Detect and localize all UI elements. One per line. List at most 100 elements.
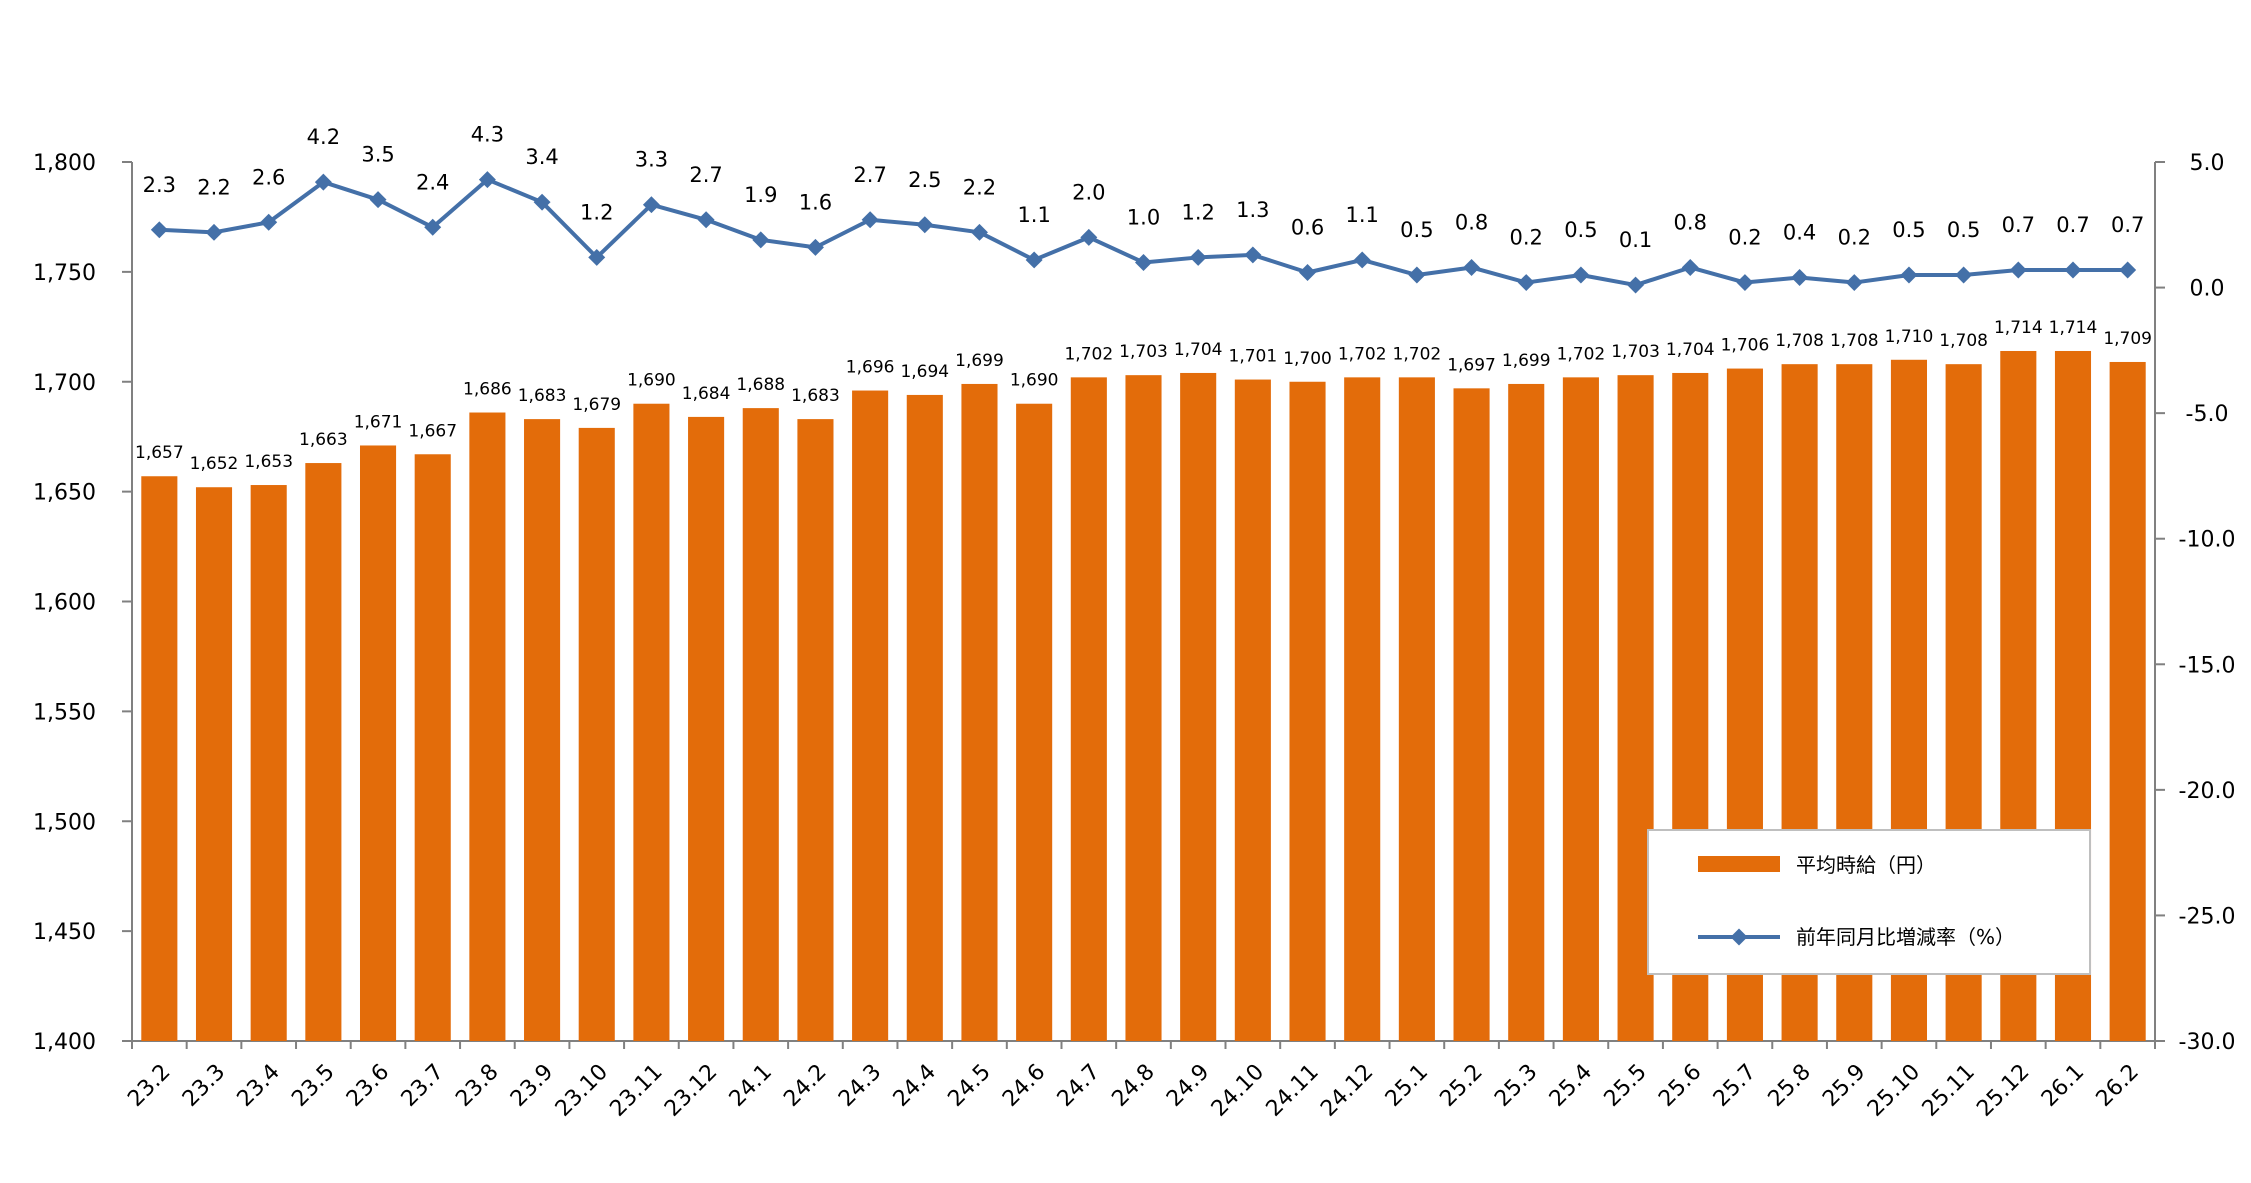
bar [195, 487, 233, 1042]
line-data-label: 1.1 [1017, 203, 1050, 227]
x-tick-label: 25.11 [1918, 1060, 1980, 1122]
line-data-label: 0.4 [1783, 221, 1816, 245]
bar-data-label: 1,694 [900, 362, 949, 382]
line-data-label: 2.3 [143, 173, 176, 197]
x-tick-label: 25.3 [1490, 1060, 1542, 1112]
y-right-tick-label: -30.0 [2179, 1030, 2236, 1055]
x-tick-label: 25.5 [1600, 1060, 1652, 1112]
y-left-tick-label: 1,450 [33, 920, 96, 945]
x-tick-label: 23.5 [287, 1060, 339, 1112]
bar-data-label: 1,697 [1447, 355, 1496, 375]
line-point-marker [478, 171, 496, 189]
bar-data-label: 1,683 [518, 386, 567, 406]
bar-data-label: 1,699 [1502, 351, 1551, 371]
x-tick-label: 25.10 [1863, 1060, 1925, 1122]
bar-data-label: 1,700 [1283, 349, 1332, 369]
bar-data-label: 1,714 [1994, 318, 2043, 338]
x-tick-label: 23.4 [233, 1060, 285, 1112]
line-data-label: 1.0 [1127, 205, 1160, 229]
line-point-marker [150, 221, 168, 239]
line-point-marker [533, 193, 551, 211]
line-data-label: 0.8 [1455, 210, 1488, 234]
bar-data-label: 1,703 [1611, 342, 1660, 362]
bar [852, 390, 889, 1041]
x-tick-label: 24.4 [889, 1060, 941, 1112]
bar [1289, 381, 1326, 1041]
line-data-label: 1.1 [1345, 203, 1378, 227]
line-point-marker [1244, 246, 1262, 264]
line-data-label: 3.4 [525, 145, 558, 169]
bar-data-label: 1,702 [1393, 344, 1442, 364]
bar-data-label: 1,688 [736, 375, 785, 395]
bar-data-label: 1,702 [1064, 344, 1113, 364]
legend-line-marker [1730, 928, 1748, 946]
x-tick-label: 25.2 [1435, 1060, 1487, 1112]
x-tick-label: 26.1 [2037, 1060, 2089, 1112]
bar-data-label: 1,702 [1338, 344, 1387, 364]
x-tick-label: 23.6 [342, 1060, 394, 1112]
line-data-label: 2.4 [416, 170, 449, 194]
y-left-tick-label: 1,800 [33, 151, 96, 176]
line-data-label: 3.3 [635, 148, 668, 172]
bar [1398, 377, 1435, 1042]
line-point-marker [1517, 274, 1535, 292]
axes: 1,400 1,450 1,500 1,550 1,600 1,650 1,700 1,750… [33, 151, 2235, 1055]
bar-data-label: 1,708 [1830, 331, 1879, 351]
line-data-label: 0.6 [1291, 216, 1324, 240]
y-left-tick-label: 1,700 [33, 371, 96, 396]
bar-data-label: 1,690 [627, 371, 676, 391]
y-left-tick-label: 1,650 [33, 481, 96, 506]
bar-data-label: 1,702 [1557, 344, 1606, 364]
line-point-marker [2009, 261, 2027, 279]
bar [1562, 377, 1599, 1042]
bar-data-label: 1,706 [1721, 336, 1770, 356]
line-point-marker [916, 216, 934, 234]
line-data-label: 2.2 [963, 175, 996, 199]
line-point-marker [1845, 274, 1863, 292]
bar [1344, 377, 1381, 1042]
x-tick-label: 23.12 [660, 1060, 722, 1122]
line-point-marker [1736, 274, 1754, 292]
line-data-label: 0.5 [1947, 218, 1980, 242]
x-tick-label: 24.11 [1262, 1060, 1324, 1122]
line-data-label: 1.2 [580, 200, 613, 224]
bar-data-label: 1,667 [408, 421, 457, 441]
line-data-label: 2.7 [689, 163, 722, 187]
line-data-label: 0.8 [1674, 210, 1707, 234]
legend-bar-swatch [1698, 856, 1780, 872]
line-point-marker [1572, 266, 1590, 284]
x-tick-label: 23.8 [451, 1060, 503, 1112]
x-tick-label: 24.6 [998, 1060, 1050, 1112]
bar-data-label: 1,683 [791, 386, 840, 406]
x-tick-label: 24.12 [1316, 1060, 1378, 1122]
bar [1234, 379, 1271, 1041]
x-tick-label: 25.8 [1764, 1060, 1816, 1112]
bar-data-label: 1,709 [2103, 329, 2152, 349]
line-data-label: 1.9 [744, 183, 777, 207]
y-left-tick-label: 1,550 [33, 700, 96, 725]
line-point-marker [314, 173, 332, 191]
line-point-marker [1189, 248, 1207, 266]
x-tick-label: 25.4 [1545, 1060, 1597, 1112]
bar-data-label: 1,686 [463, 380, 512, 400]
x-tick-label: 25.6 [1654, 1060, 1706, 1112]
bar-data-label: 1,684 [682, 384, 731, 404]
bar [305, 463, 342, 1041]
line-point-marker [1900, 266, 1918, 284]
y-left-tick-label: 1,750 [33, 261, 96, 286]
bar [524, 419, 561, 1041]
line-point-marker [1299, 264, 1317, 281]
line-data-label: 0.2 [1510, 226, 1543, 250]
bar-data-label: 1,714 [2049, 318, 2098, 338]
bar [742, 408, 779, 1041]
line-point-marker [1025, 251, 1043, 269]
x-tick-label: 23.2 [123, 1060, 175, 1112]
line-point-marker [1955, 266, 1973, 284]
line-data-label: 2.0 [1072, 180, 1105, 204]
x-tick-label: 25.12 [1972, 1060, 2034, 1122]
line-data-label: 1.2 [1181, 200, 1214, 224]
bar-data-label: 1,703 [1119, 342, 1168, 362]
bar-data-label: 1,653 [244, 452, 293, 472]
y-right-tick-label: -20.0 [2179, 779, 2236, 804]
line-point-marker [861, 211, 879, 229]
